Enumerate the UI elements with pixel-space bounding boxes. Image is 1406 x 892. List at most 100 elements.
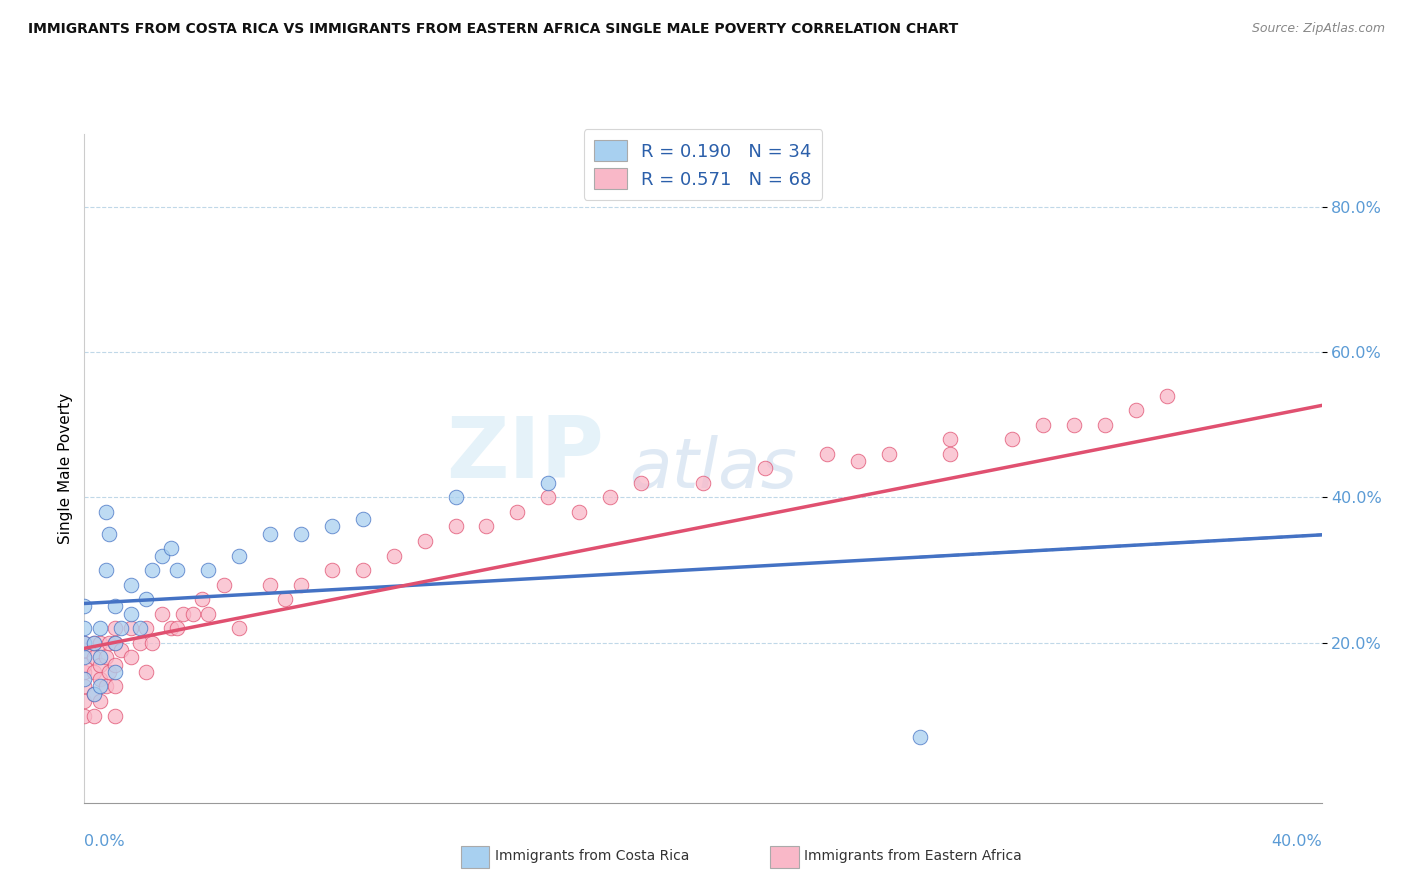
Point: [73, 672, 96, 686]
Point: [599, 491, 621, 505]
Point: [110, 621, 132, 635]
Point: [1032, 417, 1054, 432]
Bar: [770, 846, 799, 868]
Legend: R = 0.190   N = 34, R = 0.571   N = 68: R = 0.190 N = 34, R = 0.571 N = 68: [583, 129, 823, 200]
Y-axis label: Single Male Poverty: Single Male Poverty: [58, 392, 73, 544]
Point: [73, 643, 96, 657]
Point: [166, 563, 188, 577]
Point: [98, 636, 121, 650]
Text: atlas: atlas: [628, 434, 797, 502]
Point: [939, 447, 962, 461]
Point: [444, 491, 467, 505]
Point: [1094, 417, 1116, 432]
Point: [83, 636, 105, 650]
Text: Immigrants from Costa Rica: Immigrants from Costa Rica: [495, 849, 689, 863]
Point: [89, 680, 111, 694]
Point: [197, 563, 219, 577]
Point: [1156, 388, 1178, 402]
Point: [290, 577, 312, 591]
Point: [89, 621, 111, 635]
Point: [150, 607, 173, 621]
Point: [120, 621, 142, 635]
Point: [382, 549, 405, 563]
Point: [129, 636, 152, 650]
Point: [104, 680, 127, 694]
Point: [413, 534, 436, 549]
Point: [135, 665, 157, 679]
Point: [104, 621, 127, 635]
Point: [1001, 432, 1024, 446]
Point: [160, 621, 183, 635]
Point: [89, 657, 111, 672]
Point: [83, 687, 105, 701]
Text: IMMIGRANTS FROM COSTA RICA VS IMMIGRANTS FROM EASTERN AFRICA SINGLE MALE POVERTY: IMMIGRANTS FROM COSTA RICA VS IMMIGRANTS…: [28, 22, 959, 37]
Point: [212, 577, 235, 591]
Point: [321, 519, 343, 533]
Bar: [461, 846, 489, 868]
Point: [73, 636, 96, 650]
Point: [89, 694, 111, 708]
Point: [815, 447, 838, 461]
Point: [939, 432, 962, 446]
Point: [135, 621, 157, 635]
Point: [104, 708, 127, 723]
Point: [104, 599, 127, 614]
Point: [259, 526, 281, 541]
Point: [475, 519, 498, 533]
Point: [120, 577, 142, 591]
Point: [73, 599, 96, 614]
Point: [89, 672, 111, 686]
Point: [754, 461, 776, 475]
Point: [104, 665, 127, 679]
Point: [120, 650, 142, 665]
Point: [104, 636, 127, 650]
Point: [141, 636, 163, 650]
Point: [83, 665, 105, 679]
Point: [141, 563, 163, 577]
Point: [73, 694, 96, 708]
Point: [89, 636, 111, 650]
Text: ZIP: ZIP: [446, 413, 605, 497]
Point: [94, 563, 117, 577]
Point: [94, 650, 117, 665]
Point: [135, 592, 157, 607]
Point: [274, 592, 297, 607]
Point: [692, 475, 714, 490]
Point: [73, 636, 96, 650]
Text: 40.0%: 40.0%: [1271, 834, 1322, 849]
Point: [352, 563, 374, 577]
Point: [166, 621, 188, 635]
Point: [73, 657, 96, 672]
Point: [83, 636, 105, 650]
Point: [94, 680, 117, 694]
Point: [83, 650, 105, 665]
Point: [352, 512, 374, 526]
Point: [73, 665, 96, 679]
Point: [98, 526, 121, 541]
Point: [191, 592, 214, 607]
Point: [1125, 403, 1147, 417]
Point: [197, 607, 219, 621]
Point: [228, 621, 250, 635]
Point: [94, 505, 117, 519]
Text: Source: ZipAtlas.com: Source: ZipAtlas.com: [1251, 22, 1385, 36]
Point: [630, 475, 652, 490]
Point: [83, 687, 105, 701]
Point: [110, 643, 132, 657]
Point: [568, 505, 591, 519]
Point: [877, 447, 900, 461]
Point: [259, 577, 281, 591]
Point: [73, 650, 96, 665]
Point: [537, 475, 560, 490]
Point: [172, 607, 194, 621]
Point: [129, 621, 152, 635]
Point: [181, 607, 204, 621]
Point: [846, 454, 869, 468]
Point: [104, 636, 127, 650]
Text: Immigrants from Eastern Africa: Immigrants from Eastern Africa: [804, 849, 1022, 863]
Point: [73, 708, 96, 723]
Point: [908, 731, 931, 745]
Point: [444, 519, 467, 533]
Point: [160, 541, 183, 556]
Point: [228, 549, 250, 563]
